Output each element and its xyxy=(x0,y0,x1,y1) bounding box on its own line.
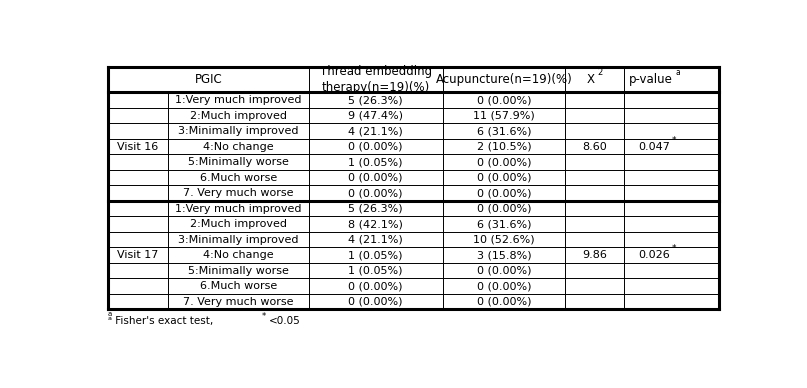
Text: 1:Very much improved: 1:Very much improved xyxy=(175,95,301,105)
Text: Visit 16: Visit 16 xyxy=(118,142,159,152)
Text: 0 (0.00%): 0 (0.00%) xyxy=(477,297,531,307)
Text: 0 (0.00%): 0 (0.00%) xyxy=(349,142,403,152)
Text: 9 (47.4%): 9 (47.4%) xyxy=(349,111,404,121)
Text: 0 (0.00%): 0 (0.00%) xyxy=(477,266,531,276)
Text: a: a xyxy=(675,68,679,77)
Text: Acupuncture(n=19)(%): Acupuncture(n=19)(%) xyxy=(436,73,572,87)
Text: 11 (57.9%): 11 (57.9%) xyxy=(473,111,535,121)
Text: 5:Minimally worse: 5:Minimally worse xyxy=(188,266,289,276)
Text: 0 (0.00%): 0 (0.00%) xyxy=(349,297,403,307)
Text: a: a xyxy=(107,311,111,317)
Text: 4 (21.1%): 4 (21.1%) xyxy=(349,126,404,136)
Text: 0 (0.00%): 0 (0.00%) xyxy=(477,95,531,105)
Text: 4:No change: 4:No change xyxy=(203,142,274,152)
Text: 0.047: 0.047 xyxy=(638,142,670,152)
Text: 1:Very much improved: 1:Very much improved xyxy=(175,204,301,214)
Text: 0 (0.00%): 0 (0.00%) xyxy=(477,188,531,198)
Text: ᵃ Fisher's exact test,: ᵃ Fisher's exact test, xyxy=(108,317,214,326)
Text: *: * xyxy=(672,135,676,144)
Text: PGIC: PGIC xyxy=(194,73,222,87)
Text: 7. Very much worse: 7. Very much worse xyxy=(183,188,294,198)
Text: 4 (21.1%): 4 (21.1%) xyxy=(349,235,404,245)
Text: *: * xyxy=(261,312,266,320)
Text: <0.05: <0.05 xyxy=(269,317,301,326)
Text: 0 (0.00%): 0 (0.00%) xyxy=(349,281,403,291)
Text: 3:Minimally improved: 3:Minimally improved xyxy=(178,126,299,136)
Text: 2:Much improved: 2:Much improved xyxy=(190,111,286,121)
Text: Visit 17: Visit 17 xyxy=(117,250,159,260)
Text: 3 (15.8%): 3 (15.8%) xyxy=(477,250,531,260)
Text: 1 (0.05%): 1 (0.05%) xyxy=(349,266,403,276)
Text: 0 (0.00%): 0 (0.00%) xyxy=(477,281,531,291)
Text: 8.60: 8.60 xyxy=(583,142,607,152)
Text: 5 (26.3%): 5 (26.3%) xyxy=(349,204,403,214)
Text: p-value: p-value xyxy=(629,73,673,87)
Text: 6.Much worse: 6.Much worse xyxy=(199,173,277,183)
Text: 2: 2 xyxy=(597,68,602,77)
Text: 10 (52.6%): 10 (52.6%) xyxy=(473,235,535,245)
Text: 1 (0.05%): 1 (0.05%) xyxy=(349,157,403,167)
Text: 6 (31.6%): 6 (31.6%) xyxy=(477,219,531,229)
Text: 0 (0.00%): 0 (0.00%) xyxy=(477,173,531,183)
Text: 0 (0.00%): 0 (0.00%) xyxy=(349,188,403,198)
Text: 6.Much worse: 6.Much worse xyxy=(199,281,277,291)
Text: 5:Minimally worse: 5:Minimally worse xyxy=(188,157,289,167)
Text: 0 (0.00%): 0 (0.00%) xyxy=(477,204,531,214)
Text: 0 (0.00%): 0 (0.00%) xyxy=(477,157,531,167)
Text: 9.86: 9.86 xyxy=(582,250,607,260)
Text: 0 (0.00%): 0 (0.00%) xyxy=(349,173,403,183)
Text: 8 (42.1%): 8 (42.1%) xyxy=(349,219,404,229)
Text: 1 (0.05%): 1 (0.05%) xyxy=(349,250,403,260)
Text: 2 (10.5%): 2 (10.5%) xyxy=(477,142,531,152)
Text: 7. Very much worse: 7. Very much worse xyxy=(183,297,294,307)
Text: Thread embedding
therapy(n=19)(%): Thread embedding therapy(n=19)(%) xyxy=(320,66,432,94)
Text: X: X xyxy=(586,73,594,87)
Text: 0.026: 0.026 xyxy=(638,250,670,260)
Text: 2:Much improved: 2:Much improved xyxy=(190,219,286,229)
Text: 5 (26.3%): 5 (26.3%) xyxy=(349,95,403,105)
Text: 6 (31.6%): 6 (31.6%) xyxy=(477,126,531,136)
Text: *: * xyxy=(672,244,676,253)
Text: 4:No change: 4:No change xyxy=(203,250,274,260)
Text: 3:Minimally improved: 3:Minimally improved xyxy=(178,235,299,245)
